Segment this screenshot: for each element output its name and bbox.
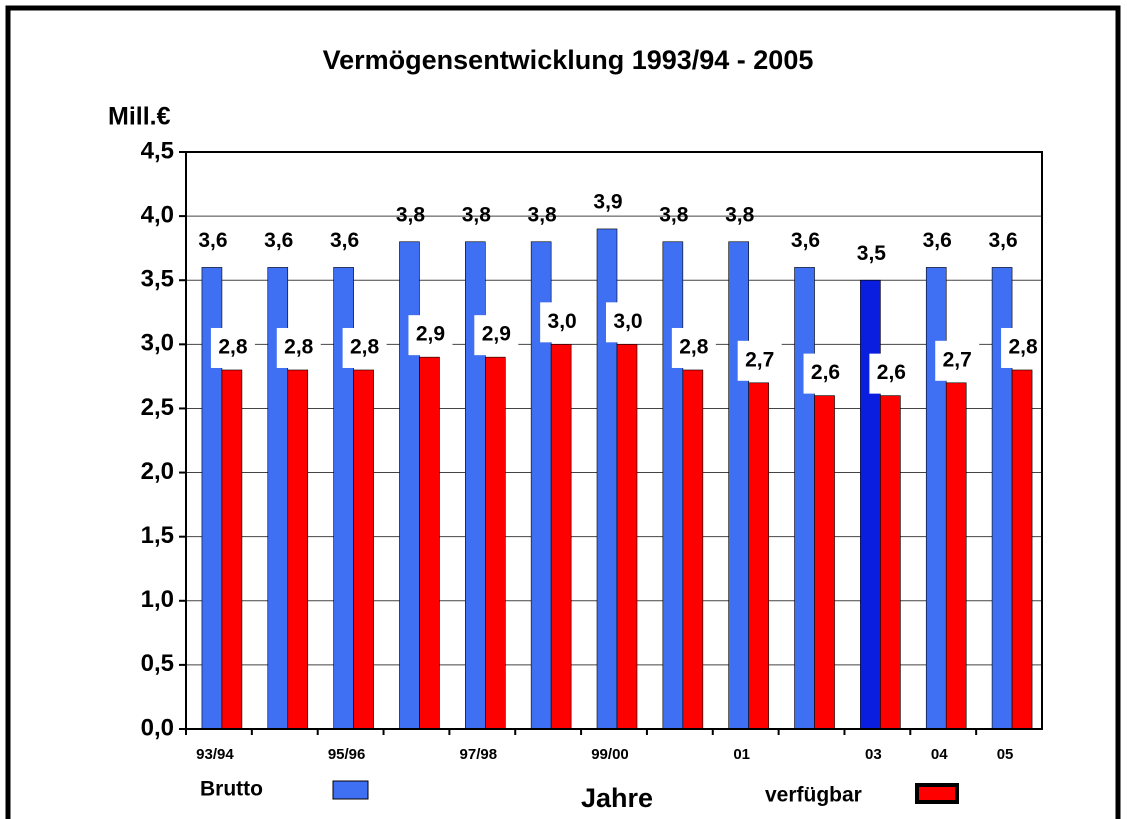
data-label: 3,8	[396, 203, 426, 226]
data-label-box	[869, 353, 914, 394]
bar	[880, 395, 901, 730]
bar	[728, 241, 749, 730]
data-label: 3,6	[330, 229, 359, 252]
bar	[399, 241, 420, 730]
bar	[465, 241, 486, 730]
data-label: 2,8	[350, 336, 380, 359]
data-label: 3,5	[857, 242, 887, 265]
data-label: 2,6	[877, 361, 906, 384]
bar	[860, 279, 881, 730]
data-label-box	[671, 327, 716, 368]
y-tick-label: 0,5	[141, 650, 174, 677]
y-tick-label: 1,0	[141, 586, 174, 613]
x-tick-label: 03	[865, 746, 882, 763]
bar	[814, 395, 835, 730]
x-axis-label: Jahre	[581, 783, 653, 813]
legend-label: verfügbar	[765, 784, 862, 807]
y-axis-label: Mill.€	[108, 103, 171, 131]
data-label-box	[737, 340, 782, 381]
data-label: 3,6	[923, 229, 952, 252]
legend-label: Brutto	[200, 778, 263, 801]
bar	[662, 241, 684, 730]
x-tick-label: 01	[733, 746, 750, 763]
legend-swatch	[915, 783, 959, 804]
data-label: 3,6	[264, 229, 293, 252]
bar	[925, 267, 947, 730]
data-label: 3,6	[791, 229, 820, 252]
data-label: 2,9	[416, 323, 445, 346]
x-tick-label: 95/96	[328, 746, 366, 763]
data-label: 3,8	[725, 203, 755, 226]
data-label: 3,0	[613, 310, 642, 333]
bar	[550, 344, 572, 730]
data-label-box	[1001, 327, 1046, 368]
bar	[353, 369, 374, 730]
x-tick-label: 99/00	[591, 746, 629, 763]
data-label: 3,6	[198, 229, 227, 252]
data-label-box	[210, 327, 255, 368]
data-label: 3,8	[528, 203, 558, 226]
y-tick-label: 1,5	[141, 522, 174, 549]
y-tick-label: 3,5	[141, 266, 174, 293]
data-label: 2,9	[482, 323, 511, 346]
data-label-box	[606, 302, 650, 343]
x-tick-label: 04	[931, 746, 948, 763]
y-tick-label: 0,0	[141, 714, 174, 741]
data-label-box	[474, 315, 519, 356]
data-label: 2,8	[218, 336, 248, 359]
x-tick-label: 97/98	[460, 746, 498, 763]
data-label-box	[540, 302, 585, 343]
bar	[945, 382, 967, 730]
data-label: 2,8	[1008, 336, 1038, 359]
data-label-box	[408, 315, 453, 356]
x-tick-label: 93/94	[196, 746, 234, 763]
data-label-box	[935, 340, 980, 381]
y-tick-label: 2,0	[141, 458, 174, 485]
bar	[682, 369, 704, 730]
data-label: 3,6	[988, 229, 1017, 252]
data-label: 2,6	[811, 361, 840, 384]
legend-swatch	[332, 780, 369, 800]
data-label: 2,7	[943, 348, 972, 371]
bar	[221, 369, 243, 730]
data-label-box	[342, 327, 387, 368]
x-tick-label: 05	[997, 746, 1014, 763]
data-label-box	[276, 327, 321, 368]
data-label: 3,8	[462, 203, 492, 226]
y-tick-label: 4,5	[141, 137, 174, 164]
data-label-box	[803, 353, 848, 394]
plot-frame	[185, 151, 1043, 730]
y-tick-label: 2,5	[141, 394, 174, 421]
bar	[419, 356, 440, 730]
data-label: 3,0	[548, 310, 577, 333]
data-label: 2,7	[745, 348, 774, 371]
y-tick-label: 3,0	[141, 330, 174, 357]
data-label: 2,8	[679, 336, 709, 359]
bar	[1011, 369, 1033, 730]
data-label: 3,9	[593, 190, 622, 213]
y-tick-label: 4,0	[141, 201, 174, 228]
bar	[485, 356, 506, 730]
bar	[794, 267, 815, 730]
bar	[748, 382, 769, 730]
bar	[287, 369, 309, 730]
data-label: 3,8	[659, 203, 689, 226]
data-label: 2,8	[284, 336, 314, 359]
chart-title: Vermögensentwicklung 1993/94 - 2005	[323, 45, 814, 75]
bar	[616, 344, 638, 730]
